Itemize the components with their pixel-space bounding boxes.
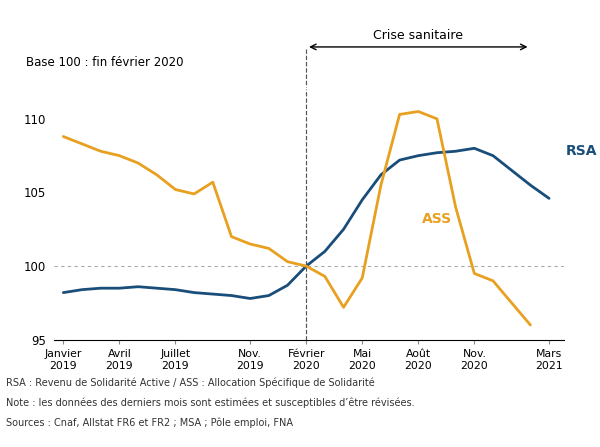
Text: ASS: ASS: [422, 212, 452, 226]
Text: RSA : Revenu de Solidarité Active / ASS : Allocation Spécifique de Solidarité: RSA : Revenu de Solidarité Active / ASS …: [6, 378, 375, 388]
Text: Sources : Cnaf, Allstat FR6 et FR2 ; MSA ; Pôle emploi, FNA: Sources : Cnaf, Allstat FR6 et FR2 ; MSA…: [6, 418, 293, 428]
Text: Évolution mensuelle du nombre de bénéficiaires: Évolution mensuelle du nombre de bénéfic…: [100, 19, 500, 34]
Text: Crise sanitaire: Crise sanitaire: [373, 29, 463, 42]
Text: RSA: RSA: [566, 144, 598, 158]
Text: du RSA et de l’ASS en Bourgogne-Franche-Comté: du RSA et de l’ASS en Bourgogne-Franche-…: [97, 46, 503, 62]
Text: Note : les données des derniers mois sont estimées et susceptibles d’être révisé: Note : les données des derniers mois son…: [6, 398, 415, 408]
Text: Base 100 : fin février 2020: Base 100 : fin février 2020: [26, 56, 184, 69]
